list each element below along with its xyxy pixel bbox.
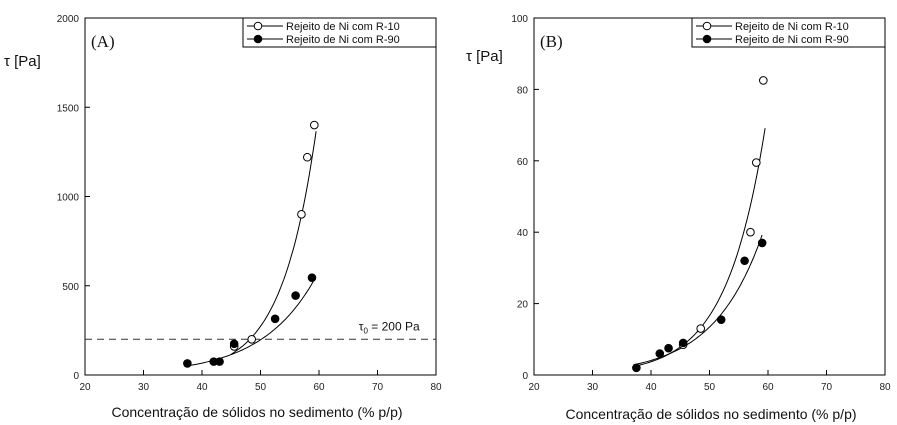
x-tick-label: 30 — [138, 382, 150, 393]
point-filled-1 — [655, 349, 665, 358]
point-open-1 — [696, 324, 706, 333]
legend-marker-filled — [702, 34, 712, 44]
y-axis-label: τ [Pa] — [4, 53, 41, 70]
point-filled-2 — [215, 357, 224, 366]
x-tick-label: 80 — [430, 382, 442, 393]
legend: Rejeito de Ni com R-10 Rejeito de Ni com… — [691, 17, 886, 48]
legend-label-1: Rejeito de Ni com R-90 — [286, 34, 400, 46]
x-tick-label: 60 — [762, 382, 774, 393]
y-tick-label: 40 — [517, 228, 529, 239]
panel-label: (B) — [540, 32, 563, 51]
x-tick-label: 20 — [79, 382, 91, 393]
legend: Rejeito de Ni com R-10 Rejeito de Ni com… — [242, 17, 437, 48]
x-tick-label: 50 — [704, 382, 716, 393]
legend-marker-open — [702, 21, 712, 31]
y-tick-label: 0 — [73, 371, 79, 382]
y-tick-label: 100 — [511, 14, 528, 25]
y-tick-label: 500 — [62, 282, 79, 293]
point-open-2 — [297, 210, 306, 219]
point-open-4 — [759, 76, 768, 85]
legend-label-0: Rejeito de Ni com R-10 — [735, 21, 849, 33]
point-filled-2 — [664, 343, 673, 353]
y-tick-label: 80 — [517, 85, 529, 96]
fit-curve-series-1 — [184, 281, 314, 367]
y-tick-label: 20 — [517, 300, 529, 311]
x-tick-label: 20 — [528, 382, 540, 393]
point-filled-6 — [757, 238, 767, 248]
point-open-3 — [752, 158, 761, 167]
y-tick-label: 1000 — [57, 193, 80, 204]
x-tick-label: 40 — [645, 382, 657, 393]
legend-box — [691, 17, 886, 48]
x-tick-label: 40 — [196, 382, 208, 393]
point-filled-4 — [270, 314, 280, 324]
y-tick-label: 0 — [522, 371, 528, 382]
point-filled-3 — [229, 339, 239, 349]
x-tick-label: 50 — [255, 382, 267, 393]
plot-frame — [533, 17, 886, 376]
y-tick-label: 2000 — [57, 14, 80, 25]
reference-line-label: τ0 = 200 Pa — [359, 319, 420, 335]
x-tick-label: 30 — [587, 382, 599, 393]
y-tick-label: 1500 — [57, 103, 80, 114]
legend-label-0: Rejeito de Ni com R-10 — [286, 21, 400, 33]
legend-marker-filled — [253, 34, 263, 44]
y-tick-label: 60 — [517, 157, 529, 168]
point-filled-0 — [183, 359, 192, 368]
x-tick-label: 70 — [821, 382, 833, 393]
point-filled-5 — [291, 291, 300, 300]
point-open-2 — [746, 227, 755, 237]
x-tick-label: 80 — [879, 382, 891, 393]
point-open-4 — [310, 120, 319, 130]
legend-label-1: Rejeito de Ni com R-90 — [735, 34, 849, 46]
point-filled-5 — [740, 256, 749, 266]
x-tick-label: 60 — [313, 382, 325, 393]
point-filled-4 — [716, 315, 726, 324]
x-axis-label: Concentração de sólidos no sedimento (% … — [111, 404, 402, 420]
point-open-3 — [303, 152, 312, 162]
x-axis-label: Concentração de sólidos no sedimento (% … — [565, 406, 856, 422]
legend-marker-open — [253, 21, 263, 31]
point-filled-0 — [632, 363, 641, 373]
point-filled-3 — [678, 338, 688, 348]
panel-label: (A) — [91, 32, 115, 51]
fit-curve-series-1 — [633, 234, 763, 366]
x-tick-label: 70 — [372, 382, 384, 393]
legend-box — [242, 17, 437, 48]
point-filled-6 — [307, 273, 317, 283]
chart-panel-a: 20 30 40 50 60 70 80 0 500 1000 1500 2000 τ0 = 200 … — [4, 14, 442, 420]
point-open-1 — [247, 335, 257, 344]
y-axis-label: τ [Pa] — [466, 48, 503, 65]
